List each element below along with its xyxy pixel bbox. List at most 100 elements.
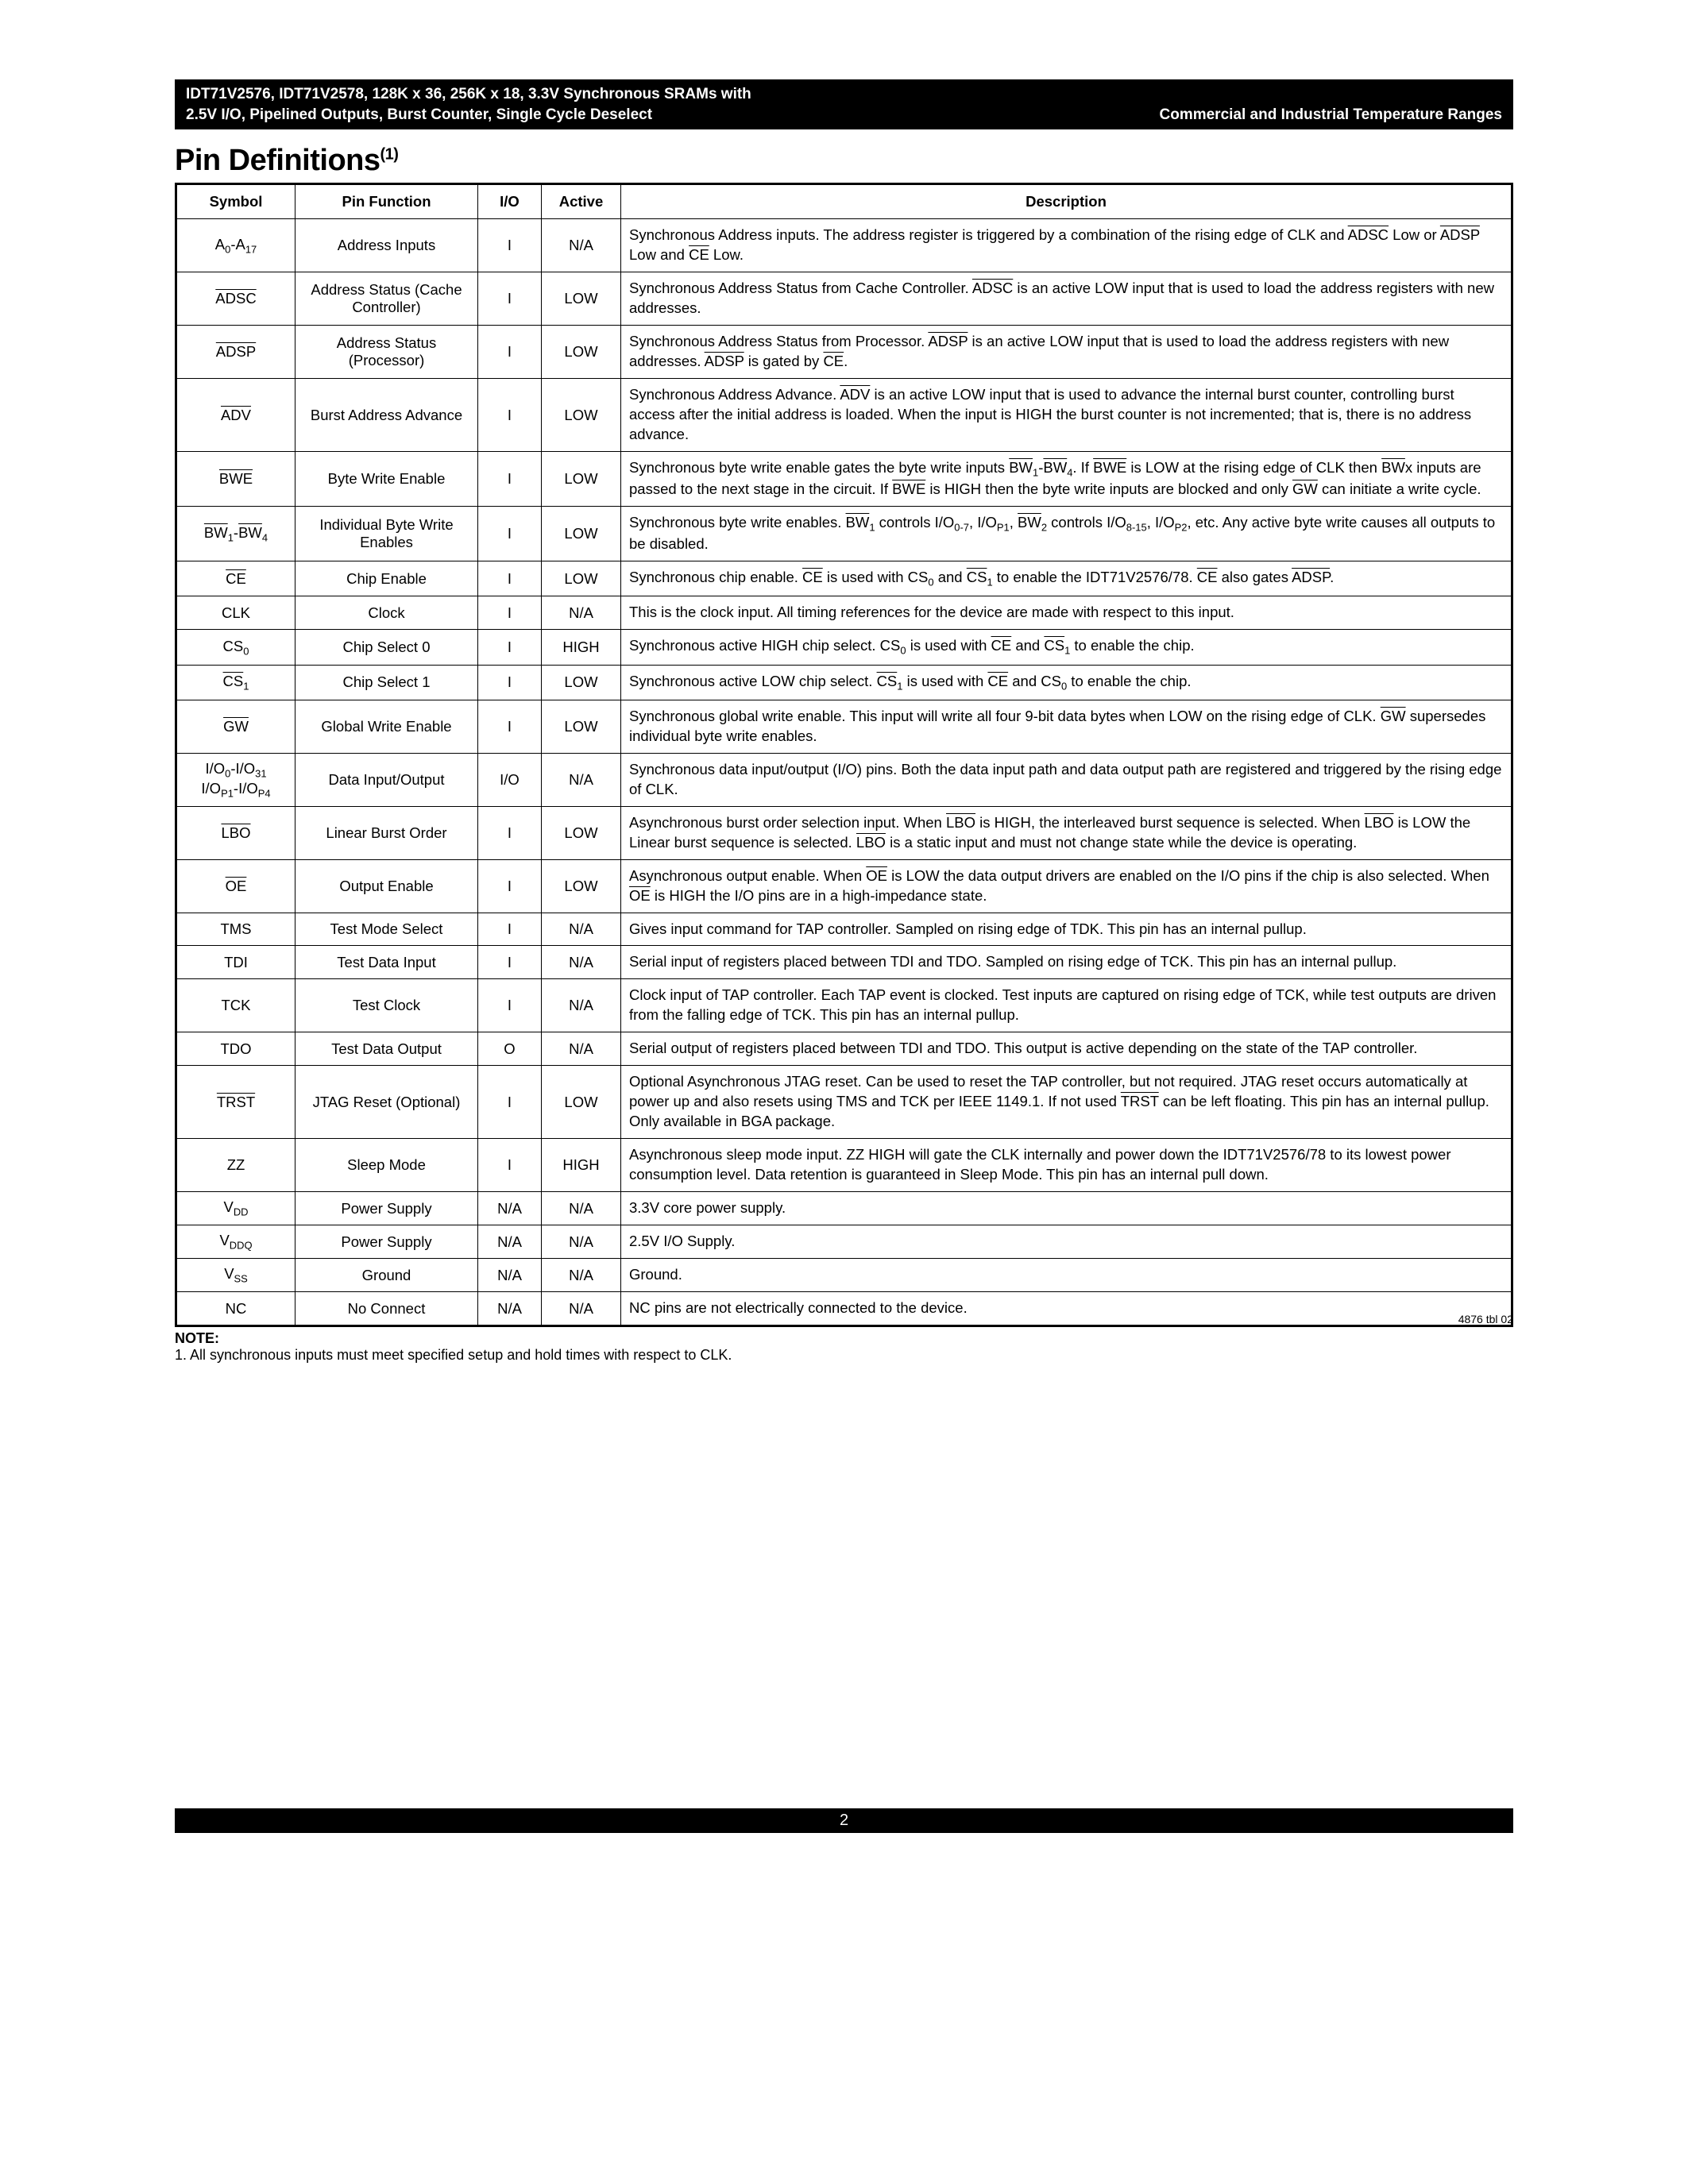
- cell-symbol: BW1-BW4: [176, 507, 295, 561]
- cell-symbol: VDD: [176, 1192, 295, 1225]
- cell-description: Synchronous active LOW chip select. CS1 …: [621, 665, 1512, 700]
- table-row: BW1-BW4Individual Byte Write EnablesILOW…: [176, 507, 1512, 561]
- table-row: VDDPower SupplyN/AN/A3.3V core power sup…: [176, 1192, 1512, 1225]
- cell-function: Global Write Enable: [295, 700, 478, 753]
- cell-io: N/A: [478, 1192, 542, 1225]
- cell-active: LOW: [542, 700, 621, 753]
- cell-io: I: [478, 326, 542, 379]
- col-symbol: Symbol: [176, 184, 295, 219]
- cell-function: Data Input/Output: [295, 753, 478, 806]
- header-bar: IDT71V2576, IDT71V2578, 128K x 36, 256K …: [175, 79, 1513, 129]
- cell-symbol: CS1: [176, 665, 295, 700]
- cell-io: I: [478, 596, 542, 630]
- cell-symbol: LBO: [176, 806, 295, 859]
- cell-description: Serial output of registers placed betwee…: [621, 1032, 1512, 1066]
- col-function: Pin Function: [295, 184, 478, 219]
- table-row: ZZSleep ModeIHIGHAsynchronous sleep mode…: [176, 1139, 1512, 1192]
- note-body: 1. All synchronous inputs must meet spec…: [175, 1347, 732, 1363]
- cell-active: N/A: [542, 596, 621, 630]
- table-row: CS0Chip Select 0IHIGHSynchronous active …: [176, 630, 1512, 665]
- cell-function: Address Status (Processor): [295, 326, 478, 379]
- header-line2-right: Commercial and Industrial Temperature Ra…: [1160, 105, 1503, 125]
- cell-io: I: [478, 630, 542, 665]
- table-row: LBOLinear Burst OrderILOWAsynchronous bu…: [176, 806, 1512, 859]
- cell-io: I/O: [478, 753, 542, 806]
- cell-io: I: [478, 507, 542, 561]
- cell-active: N/A: [542, 1225, 621, 1259]
- cell-description: Synchronous active HIGH chip select. CS0…: [621, 630, 1512, 665]
- table-row: VSSGroundN/AN/AGround.: [176, 1259, 1512, 1292]
- page-number-bar: 2: [175, 1808, 1513, 1833]
- cell-description: Synchronous global write enable. This in…: [621, 700, 1512, 753]
- col-description: Description: [621, 184, 1512, 219]
- cell-active: LOW: [542, 561, 621, 596]
- cell-symbol: ADSP: [176, 326, 295, 379]
- table-row: TDOTest Data OutputON/ASerial output of …: [176, 1032, 1512, 1066]
- section-title: Pin Definitions(1): [175, 144, 1513, 178]
- cell-description: Optional Asynchronous JTAG reset. Can be…: [621, 1066, 1512, 1139]
- table-row: CS1Chip Select 1ILOWSynchronous active L…: [176, 665, 1512, 700]
- col-active: Active: [542, 184, 621, 219]
- cell-description: Synchronous Address Status from Processo…: [621, 326, 1512, 379]
- cell-io: I: [478, 979, 542, 1032]
- cell-io: I: [478, 946, 542, 979]
- cell-active: HIGH: [542, 630, 621, 665]
- cell-description: 3.3V core power supply.: [621, 1192, 1512, 1225]
- col-io: I/O: [478, 184, 542, 219]
- cell-function: Power Supply: [295, 1225, 478, 1259]
- table-row: ADVBurst Address AdvanceILOWSynchronous …: [176, 379, 1512, 452]
- cell-description: Asynchronous burst order selection input…: [621, 806, 1512, 859]
- cell-function: Test Clock: [295, 979, 478, 1032]
- table-row: CLKClockIN/AThis is the clock input. All…: [176, 596, 1512, 630]
- cell-active: N/A: [542, 753, 621, 806]
- header-line2-left: 2.5V I/O, Pipelined Outputs, Burst Count…: [186, 105, 652, 125]
- cell-symbol: VSS: [176, 1259, 295, 1292]
- cell-symbol: A0-A17: [176, 219, 295, 272]
- cell-symbol: TRST: [176, 1066, 295, 1139]
- cell-description: Synchronous Address Advance. ADV is an a…: [621, 379, 1512, 452]
- cell-active: N/A: [542, 1192, 621, 1225]
- cell-io: I: [478, 379, 542, 452]
- table-row: CEChip EnableILOWSynchronous chip enable…: [176, 561, 1512, 596]
- table-row: A0-A17Address InputsIN/ASynchronous Addr…: [176, 219, 1512, 272]
- cell-function: Sleep Mode: [295, 1139, 478, 1192]
- cell-function: Power Supply: [295, 1192, 478, 1225]
- table-row: ADSPAddress Status (Processor)ILOWSynchr…: [176, 326, 1512, 379]
- table-row: ADSCAddress Status (Cache Controller)ILO…: [176, 272, 1512, 326]
- cell-function: Burst Address Advance: [295, 379, 478, 452]
- cell-function: Individual Byte Write Enables: [295, 507, 478, 561]
- table-row: VDDQPower SupplyN/AN/A2.5V I/O Supply.: [176, 1225, 1512, 1259]
- cell-description: Synchronous byte write enable gates the …: [621, 452, 1512, 507]
- cell-symbol: OE: [176, 859, 295, 913]
- cell-description: Asynchronous sleep mode input. ZZ HIGH w…: [621, 1139, 1512, 1192]
- cell-function: Test Mode Select: [295, 913, 478, 946]
- cell-active: LOW: [542, 665, 621, 700]
- note-block: NOTE: 1. All synchronous inputs must mee…: [175, 1330, 1513, 1364]
- cell-active: LOW: [542, 379, 621, 452]
- cell-function: Chip Select 0: [295, 630, 478, 665]
- cell-symbol: ADSC: [176, 272, 295, 326]
- cell-description: Synchronous data input/output (I/O) pins…: [621, 753, 1512, 806]
- cell-symbol: TMS: [176, 913, 295, 946]
- cell-io: I: [478, 1139, 542, 1192]
- table-row: GWGlobal Write EnableILOWSynchronous glo…: [176, 700, 1512, 753]
- cell-active: LOW: [542, 1066, 621, 1139]
- cell-active: LOW: [542, 806, 621, 859]
- cell-io: O: [478, 1032, 542, 1066]
- cell-description: Gives input command for TAP controller. …: [621, 913, 1512, 946]
- cell-description: Synchronous Address inputs. The address …: [621, 219, 1512, 272]
- cell-io: I: [478, 452, 542, 507]
- cell-active: LOW: [542, 859, 621, 913]
- section-title-sup: (1): [380, 146, 399, 164]
- cell-function: Byte Write Enable: [295, 452, 478, 507]
- cell-active: LOW: [542, 272, 621, 326]
- cell-symbol: VDDQ: [176, 1225, 295, 1259]
- cell-description: Ground.: [621, 1259, 1512, 1292]
- cell-active: N/A: [542, 979, 621, 1032]
- cell-description: Clock input of TAP controller. Each TAP …: [621, 979, 1512, 1032]
- cell-description: Asynchronous output enable. When OE is L…: [621, 859, 1512, 913]
- section-title-text: Pin Definitions: [175, 144, 380, 177]
- cell-active: HIGH: [542, 1139, 621, 1192]
- cell-io: I: [478, 219, 542, 272]
- note-header: NOTE:: [175, 1330, 219, 1346]
